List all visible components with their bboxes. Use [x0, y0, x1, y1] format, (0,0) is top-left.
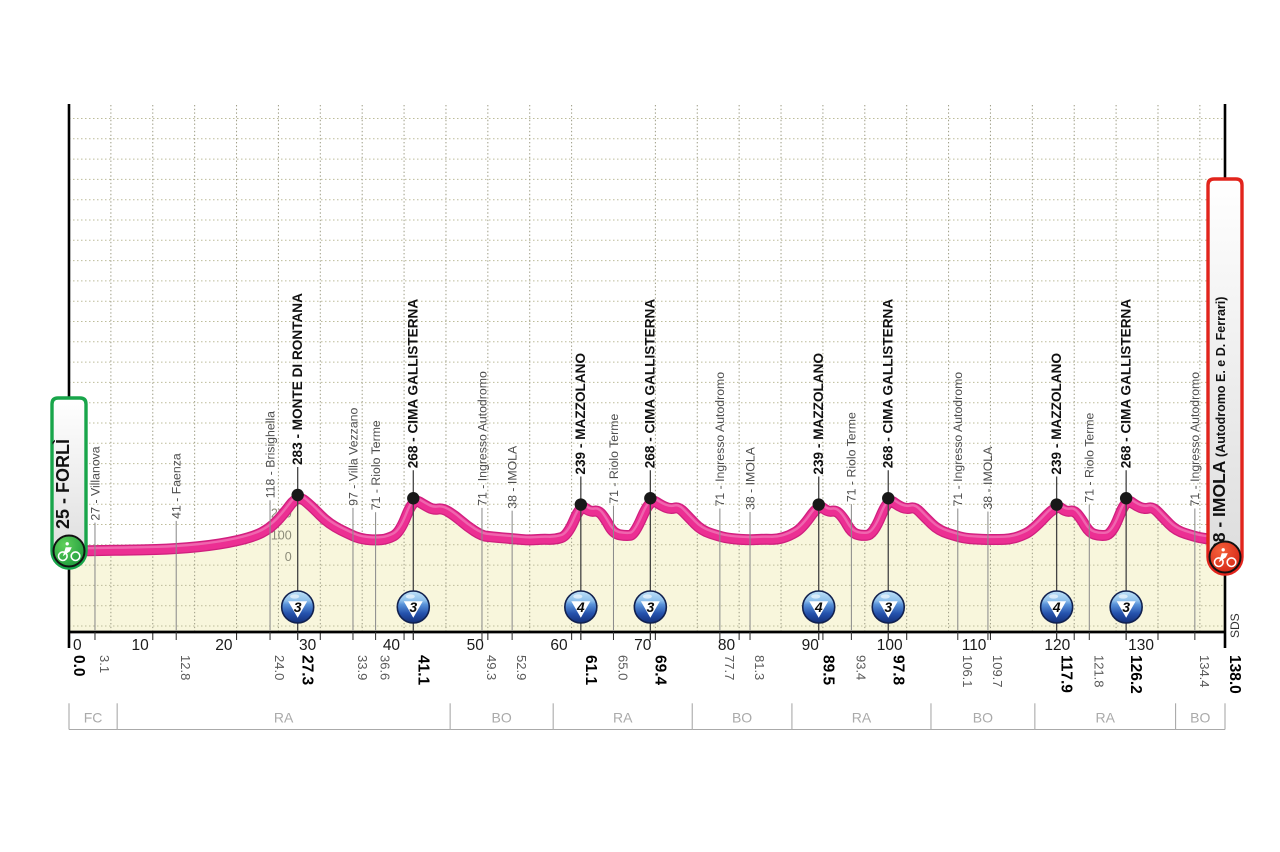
- svg-text:4: 4: [576, 599, 585, 615]
- svg-text:30: 30: [299, 637, 317, 654]
- svg-text:89.5: 89.5: [820, 655, 837, 686]
- svg-text:BO: BO: [1190, 710, 1210, 726]
- svg-text:0: 0: [73, 637, 82, 654]
- svg-text:3: 3: [294, 599, 302, 615]
- svg-text:126.2: 126.2: [1127, 655, 1144, 694]
- svg-text:106.1: 106.1: [960, 655, 975, 688]
- svg-text:3: 3: [884, 599, 892, 615]
- svg-text:71 - Riolo Terme: 71 - Riolo Terme: [607, 414, 621, 504]
- svg-text:100: 100: [877, 637, 903, 654]
- svg-text:RA: RA: [1095, 710, 1115, 726]
- svg-text:SDS: SDS: [1228, 613, 1242, 638]
- svg-text:71 - Riolo Terme: 71 - Riolo Terme: [845, 412, 859, 502]
- svg-text:117.9: 117.9: [1058, 655, 1075, 693]
- svg-text:12.8: 12.8: [178, 655, 193, 680]
- svg-text:RA: RA: [274, 710, 294, 726]
- svg-text:109.7: 109.7: [990, 655, 1005, 688]
- svg-text:138.0: 138.0: [1226, 655, 1243, 694]
- svg-text:121.8: 121.8: [1091, 655, 1106, 688]
- svg-text:71 - Ingresso Autodromo: 71 - Ingresso Autodromo: [1188, 372, 1202, 507]
- svg-text:71 - Riolo Terme: 71 - Riolo Terme: [1083, 412, 1097, 502]
- svg-text:4: 4: [1052, 599, 1061, 615]
- svg-text:38 - IMOLA: 38 - IMOLA: [981, 446, 995, 510]
- svg-text:3: 3: [1122, 599, 1130, 615]
- svg-text:27 - Villanova: 27 - Villanova: [88, 446, 102, 520]
- svg-text:BO: BO: [492, 710, 512, 726]
- svg-text:4: 4: [814, 599, 823, 615]
- svg-text:118 - Brisighella: 118 - Brisighella: [263, 411, 277, 498]
- svg-text:33.9: 33.9: [355, 655, 370, 680]
- svg-text:71 - Ingresso Autodromo: 71 - Ingresso Autodromo: [475, 371, 489, 506]
- svg-text:49.3: 49.3: [484, 655, 499, 680]
- svg-text:70: 70: [634, 637, 652, 654]
- svg-text:10: 10: [132, 637, 150, 654]
- svg-text:120: 120: [1044, 637, 1070, 654]
- svg-text:BO: BO: [732, 710, 752, 726]
- svg-text:81.3: 81.3: [752, 655, 767, 680]
- svg-text:71 - Riolo Terme: 71 - Riolo Terme: [369, 420, 383, 510]
- svg-text:93.4: 93.4: [853, 655, 868, 680]
- svg-text:90: 90: [802, 637, 820, 654]
- svg-text:268 - CIMA GALLISTERNA: 268 - CIMA GALLISTERNA: [1118, 299, 1133, 469]
- svg-text:97 - Villa Vezzano: 97 - Villa Vezzano: [346, 407, 360, 505]
- svg-text:40: 40: [383, 637, 401, 654]
- svg-text:77.7: 77.7: [722, 655, 737, 680]
- svg-text:268 - CIMA GALLISTERNA: 268 - CIMA GALLISTERNA: [643, 299, 658, 469]
- svg-text:38 - IMOLA: 38 - IMOLA: [1209, 460, 1229, 552]
- svg-text:80: 80: [718, 637, 736, 654]
- svg-text:0.0: 0.0: [70, 655, 87, 677]
- svg-text:27.3: 27.3: [299, 655, 316, 686]
- svg-text:268 - CIMA GALLISTERNA: 268 - CIMA GALLISTERNA: [406, 299, 421, 469]
- svg-text:(Autodromo E. e D. Ferrari): (Autodromo E. e D. Ferrari): [1214, 297, 1228, 457]
- svg-text:41.1: 41.1: [414, 655, 431, 686]
- svg-text:239 - MAZZOLANO: 239 - MAZZOLANO: [1049, 353, 1064, 475]
- svg-text:38 - IMOLA: 38 - IMOLA: [743, 446, 757, 510]
- svg-text:25 - FORLÌ: 25 - FORLÌ: [52, 439, 73, 529]
- svg-text:36.6: 36.6: [378, 655, 393, 680]
- svg-text:RA: RA: [852, 710, 872, 726]
- svg-text:3: 3: [409, 599, 417, 615]
- svg-text:69.4: 69.4: [651, 655, 668, 686]
- svg-text:52.9: 52.9: [514, 655, 529, 680]
- svg-text:3: 3: [646, 599, 654, 615]
- svg-text:FC: FC: [84, 710, 103, 726]
- svg-text:130: 130: [1128, 637, 1154, 654]
- svg-text:97.8: 97.8: [889, 655, 906, 686]
- svg-text:24.0: 24.0: [272, 655, 287, 680]
- svg-text:65.0: 65.0: [615, 655, 630, 680]
- svg-text:71 - Ingresso Autodromo: 71 - Ingresso Autodromo: [713, 372, 727, 507]
- svg-text:239 - MAZZOLANO: 239 - MAZZOLANO: [811, 353, 826, 475]
- svg-text:71 - Ingresso Autodromo: 71 - Ingresso Autodromo: [951, 372, 965, 507]
- svg-text:20: 20: [215, 637, 233, 654]
- svg-text:38 - IMOLA: 38 - IMOLA: [505, 445, 519, 509]
- svg-text:60: 60: [550, 637, 568, 654]
- svg-text:110: 110: [962, 637, 987, 654]
- svg-text:61.1: 61.1: [582, 655, 599, 686]
- svg-text:BO: BO: [973, 710, 993, 726]
- svg-text:134.4: 134.4: [1197, 655, 1212, 688]
- svg-text:RA: RA: [613, 710, 633, 726]
- svg-text:0: 0: [285, 550, 292, 564]
- svg-text:268 - CIMA GALLISTERNA: 268 - CIMA GALLISTERNA: [881, 299, 896, 469]
- svg-text:41 - Faenza: 41 - Faenza: [170, 453, 184, 519]
- svg-text:239 - MAZZOLANO: 239 - MAZZOLANO: [573, 353, 588, 475]
- svg-text:3.1: 3.1: [97, 655, 112, 673]
- svg-text:283 - MONTE DI RONTANA: 283 - MONTE DI RONTANA: [290, 293, 305, 465]
